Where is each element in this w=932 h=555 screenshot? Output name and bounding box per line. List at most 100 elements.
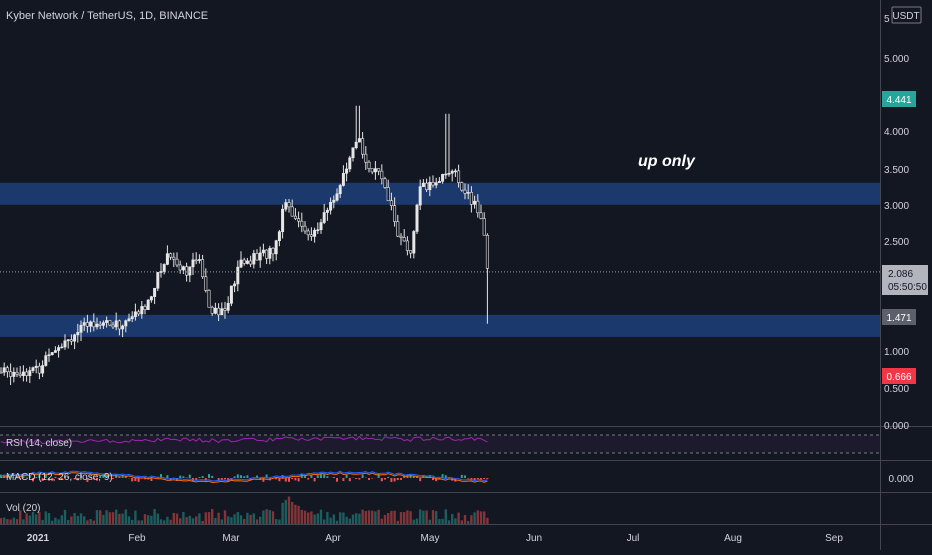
candle[interactable] (253, 250, 255, 269)
candle[interactable] (438, 177, 440, 183)
candle[interactable] (176, 252, 178, 267)
candle[interactable] (480, 205, 482, 220)
candle[interactable] (35, 360, 37, 374)
candle[interactable] (246, 258, 248, 265)
candle[interactable] (416, 204, 418, 234)
candle[interactable] (237, 260, 239, 291)
candle[interactable] (13, 367, 15, 382)
macd-label[interactable]: MACD (12, 26, close, 9) (6, 472, 113, 483)
candle[interactable] (313, 228, 315, 243)
candle[interactable] (275, 240, 277, 260)
candle[interactable] (256, 249, 258, 260)
candle[interactable] (461, 182, 463, 192)
candle[interactable] (310, 227, 312, 241)
candle[interactable] (16, 367, 18, 377)
candle[interactable] (109, 320, 111, 326)
candle[interactable] (211, 306, 213, 316)
candle[interactable] (19, 366, 21, 378)
candle[interactable] (371, 168, 373, 174)
candle[interactable] (51, 352, 53, 355)
candle[interactable] (384, 177, 386, 189)
candle[interactable] (281, 205, 283, 239)
candle[interactable] (349, 156, 351, 172)
candle[interactable] (403, 229, 405, 242)
candle[interactable] (262, 244, 264, 257)
candle[interactable] (397, 215, 399, 237)
candle[interactable] (320, 219, 322, 234)
candle[interactable] (451, 169, 453, 181)
candle[interactable] (374, 161, 376, 180)
candle[interactable] (445, 114, 447, 179)
candle[interactable] (144, 304, 146, 314)
candle[interactable] (48, 349, 50, 362)
candle[interactable] (326, 208, 328, 221)
candle[interactable] (377, 168, 379, 175)
candle[interactable] (61, 343, 63, 348)
candles[interactable] (0, 106, 489, 385)
candle[interactable] (413, 230, 415, 258)
candle[interactable] (153, 288, 155, 304)
symbol-title[interactable]: Kyber Network / TetherUS, 1D, BINANCE (6, 10, 208, 22)
candle[interactable] (54, 346, 56, 353)
candle[interactable] (265, 249, 267, 264)
candle[interactable] (0, 367, 2, 373)
candle[interactable] (150, 296, 152, 303)
candle[interactable] (182, 266, 184, 274)
candle[interactable] (307, 228, 309, 240)
candle[interactable] (163, 263, 165, 274)
candle[interactable] (221, 302, 223, 315)
candle[interactable] (297, 212, 299, 228)
candle[interactable] (272, 247, 274, 261)
candle[interactable] (32, 366, 34, 372)
candle[interactable] (483, 212, 485, 235)
candle[interactable] (240, 251, 242, 268)
candle[interactable] (345, 163, 347, 182)
candle[interactable] (400, 233, 402, 245)
candle[interactable] (361, 132, 363, 159)
candle[interactable] (214, 303, 216, 315)
candle[interactable] (166, 245, 168, 265)
candle[interactable] (422, 179, 424, 187)
candle[interactable] (160, 263, 162, 277)
candle[interactable] (278, 230, 280, 246)
candle[interactable] (233, 281, 235, 292)
candle[interactable] (38, 363, 40, 379)
candle[interactable] (227, 296, 229, 313)
candle[interactable] (249, 256, 251, 267)
rsi-label[interactable]: RSI (14, close) (6, 438, 72, 449)
candle[interactable] (3, 363, 5, 376)
candle[interactable] (317, 222, 319, 233)
candle[interactable] (304, 221, 306, 234)
candle[interactable] (409, 250, 411, 258)
candle[interactable] (9, 363, 11, 385)
candle[interactable] (323, 204, 325, 224)
candle[interactable] (381, 164, 383, 184)
candle[interactable] (352, 148, 354, 162)
candle[interactable] (294, 208, 296, 220)
support-resistance-zone[interactable] (0, 183, 880, 205)
candle[interactable] (243, 258, 245, 266)
candle[interactable] (189, 267, 191, 282)
rsi-pane[interactable] (0, 435, 880, 453)
candle[interactable] (208, 289, 210, 307)
candle[interactable] (342, 165, 344, 186)
candle[interactable] (22, 365, 24, 381)
candle[interactable] (6, 366, 8, 378)
volume-label[interactable]: Vol (20) (6, 503, 40, 514)
candle[interactable] (301, 213, 303, 232)
candle[interactable] (25, 368, 27, 381)
candle[interactable] (147, 299, 149, 309)
candle[interactable] (157, 272, 159, 291)
candle[interactable] (259, 247, 261, 268)
candle[interactable] (355, 106, 357, 150)
candle[interactable] (448, 114, 450, 177)
candle[interactable] (29, 367, 31, 383)
candle[interactable] (269, 246, 271, 264)
candle[interactable] (67, 339, 69, 349)
candle[interactable] (358, 106, 360, 143)
candle[interactable] (195, 252, 197, 264)
candle[interactable] (198, 254, 200, 263)
